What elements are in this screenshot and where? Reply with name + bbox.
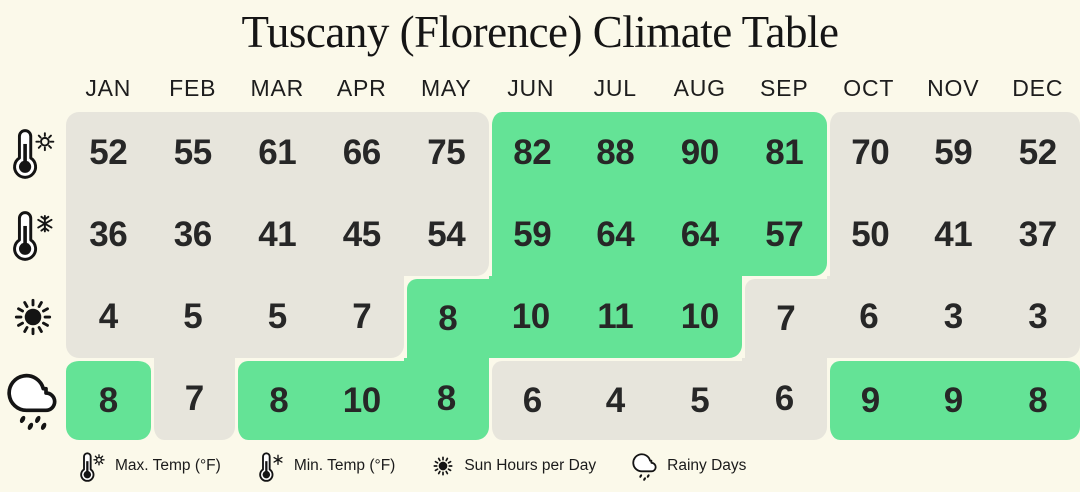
legend-thermometer-sun-icon	[78, 451, 106, 482]
thermometer-sun-icon	[0, 112, 66, 194]
month-header-aug: AUG	[673, 74, 726, 101]
cell-min-temp-dec: 37	[995, 194, 1080, 276]
cell-max-temp-feb: 55	[150, 112, 235, 194]
month-header-apr: APR	[336, 74, 387, 101]
cell-sun-hours-mar: 5	[235, 276, 320, 358]
cell-sun-hours-sep: 7	[742, 276, 827, 358]
cell-max-temp-jun: 82	[488, 112, 573, 194]
month-header-may: MAY	[420, 74, 472, 101]
cell-min-temp-oct: 50	[826, 194, 911, 276]
cloud-rain-icon	[0, 358, 66, 440]
legend-label-min-temp: Min. Temp (°F)	[293, 457, 396, 474]
legend-label-rainy-days: Rainy Days	[667, 457, 747, 474]
cell-min-temp-nov: 41	[911, 194, 996, 276]
cell-sun-hours-oct: 6	[826, 276, 911, 358]
legend-item-sun-hours: Sun Hours per Day	[431, 454, 596, 478]
cell-min-temp-sep: 57	[742, 194, 827, 276]
page-title: Tuscany (Florence) Climate Table	[241, 7, 839, 57]
cell-sun-hours-nov: 3	[911, 276, 996, 358]
month-header-jan: JAN	[85, 74, 132, 101]
cell-rainy-days-dec: 8	[995, 358, 1080, 440]
cell-min-temp-jan: 36	[66, 194, 151, 276]
cell-min-temp-jul: 64	[573, 194, 658, 276]
cell-rainy-days-feb: 7	[150, 358, 235, 440]
cell-rainy-days-sep: 6	[742, 358, 827, 440]
cell-max-temp-nov: 59	[911, 112, 996, 194]
legend-item-min-temp: Min. Temp (°F)	[257, 451, 396, 482]
month-header-feb: FEB	[169, 74, 217, 101]
thermometer-snowflake-icon	[0, 194, 66, 276]
cell-sun-hours-jan: 4	[66, 276, 151, 358]
cell-rainy-days-may: 8	[404, 358, 489, 440]
legend-label-sun-hours: Sun Hours per Day	[464, 457, 597, 474]
cell-sun-hours-jun: 10	[488, 276, 573, 358]
cell-rainy-days-jun: 6	[488, 358, 573, 440]
legend-cloud-rain-icon	[632, 450, 658, 482]
month-header-sep: SEP	[760, 74, 809, 101]
month-header-nov: NOV	[927, 74, 980, 101]
cell-max-temp-jan: 52	[66, 112, 151, 194]
cell-sun-hours-dec: 3	[995, 276, 1080, 358]
legend-item-rainy-days: Rainy Days	[632, 450, 746, 482]
cell-max-temp-mar: 61	[235, 112, 320, 194]
cell-max-temp-may: 75	[404, 112, 489, 194]
climate-table: JAN FEB MAR APR MAY JUN JUL AUG SEP OCT NOV DEC 52 55…	[0, 64, 1080, 440]
cell-sun-hours-feb: 5	[150, 276, 235, 358]
legend-sun-icon	[431, 454, 455, 478]
month-header-dec: DEC	[1012, 74, 1064, 101]
cell-rainy-days-jul: 4	[573, 358, 658, 440]
cell-rainy-days-aug: 5	[657, 358, 742, 440]
cell-sun-hours-apr: 7	[319, 276, 404, 358]
cell-min-temp-mar: 41	[235, 194, 320, 276]
sun-icon	[0, 276, 66, 358]
cell-max-temp-apr: 66	[319, 112, 404, 194]
month-header-jul: JUL	[593, 74, 637, 101]
cell-min-temp-apr: 45	[319, 194, 404, 276]
cell-sun-hours-jul: 11	[573, 276, 658, 358]
cell-sun-hours-aug: 10	[657, 276, 742, 358]
cell-sun-hours-may: 8	[404, 276, 489, 358]
cell-min-temp-feb: 36	[150, 194, 235, 276]
legend-item-max-temp: Max. Temp (°F)	[78, 451, 221, 482]
cell-rainy-days-oct: 9	[826, 358, 911, 440]
cell-max-temp-oct: 70	[826, 112, 911, 194]
legend-thermometer-snowflake-icon	[257, 451, 285, 482]
cell-max-temp-dec: 52	[995, 112, 1080, 194]
cell-max-temp-sep: 81	[742, 112, 827, 194]
cell-max-temp-aug: 90	[657, 112, 742, 194]
month-header-mar: MAR	[250, 74, 304, 101]
month-header-jun: JUN	[507, 74, 555, 101]
cell-max-temp-jul: 88	[573, 112, 658, 194]
cell-min-temp-jun: 59	[488, 194, 573, 276]
cell-min-temp-may: 54	[404, 194, 489, 276]
legend-label-max-temp: Max. Temp (°F)	[115, 457, 221, 474]
cell-min-temp-aug: 64	[657, 194, 742, 276]
cell-rainy-days-jan: 8	[66, 358, 151, 440]
cell-rainy-days-nov: 9	[911, 358, 996, 440]
legend: Max. Temp (°F) Min. Temp (°F)	[0, 440, 1080, 492]
cell-rainy-days-apr: 10	[319, 358, 404, 440]
month-header-oct: OCT	[843, 74, 895, 101]
cell-rainy-days-mar: 8	[235, 358, 320, 440]
